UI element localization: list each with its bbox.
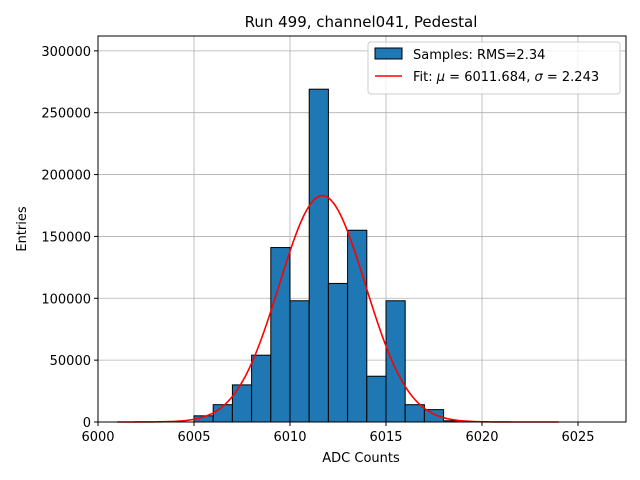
legend-box [367,41,621,95]
histogram-bar [366,375,387,423]
y-tick-label: 300000 [41,45,91,60]
histogram-bar [251,354,272,423]
plot-frame [97,35,627,423]
x-axis-label: ADC Counts [322,451,400,466]
histogram-bar [327,282,349,423]
y-axis-label: Entries [15,206,30,252]
histogram-bar [404,404,425,423]
y-tick-label: 0 [83,416,91,431]
histogram-bar [308,88,329,423]
x-tick-label: 6005 [177,430,210,445]
legend-samples-swatch [374,47,403,60]
y-tick-label: 100000 [41,292,91,307]
histogram-bar [423,409,445,423]
y-tick-label: 250000 [41,107,91,122]
x-tick-label: 6020 [465,430,498,445]
legend-fit-label: Fit: μ = 6011.684, σ = 2.243 [413,70,599,85]
histogram-bar [270,247,291,423]
legend: Samples: RMS=2.34 Fit: μ = 6011.684, σ =… [367,41,621,95]
y-tick-label: 200000 [41,169,91,184]
histogram-bars [193,88,464,423]
x-tick-label: 6015 [369,430,402,445]
histogram-bar [231,384,253,423]
x-tick-label: 6025 [561,430,594,445]
legend-samples-label: Samples: RMS=2.34 [413,48,545,63]
x-tick-label: 6010 [273,430,306,445]
chart-title: Run 499, channel041, Pedestal [245,13,478,31]
x-tick-label: 6000 [81,430,114,445]
x-axis-ticks: 6000 6005 6010 6015 6020 6025 [81,422,595,445]
y-tick-label: 150000 [41,230,91,245]
histogram-bar [289,300,310,423]
y-axis-ticks: 0 50000 100000 150000 200000 250000 300000 [41,45,98,431]
y-tick-label: 50000 [50,354,91,369]
histogram-bar [385,300,406,423]
